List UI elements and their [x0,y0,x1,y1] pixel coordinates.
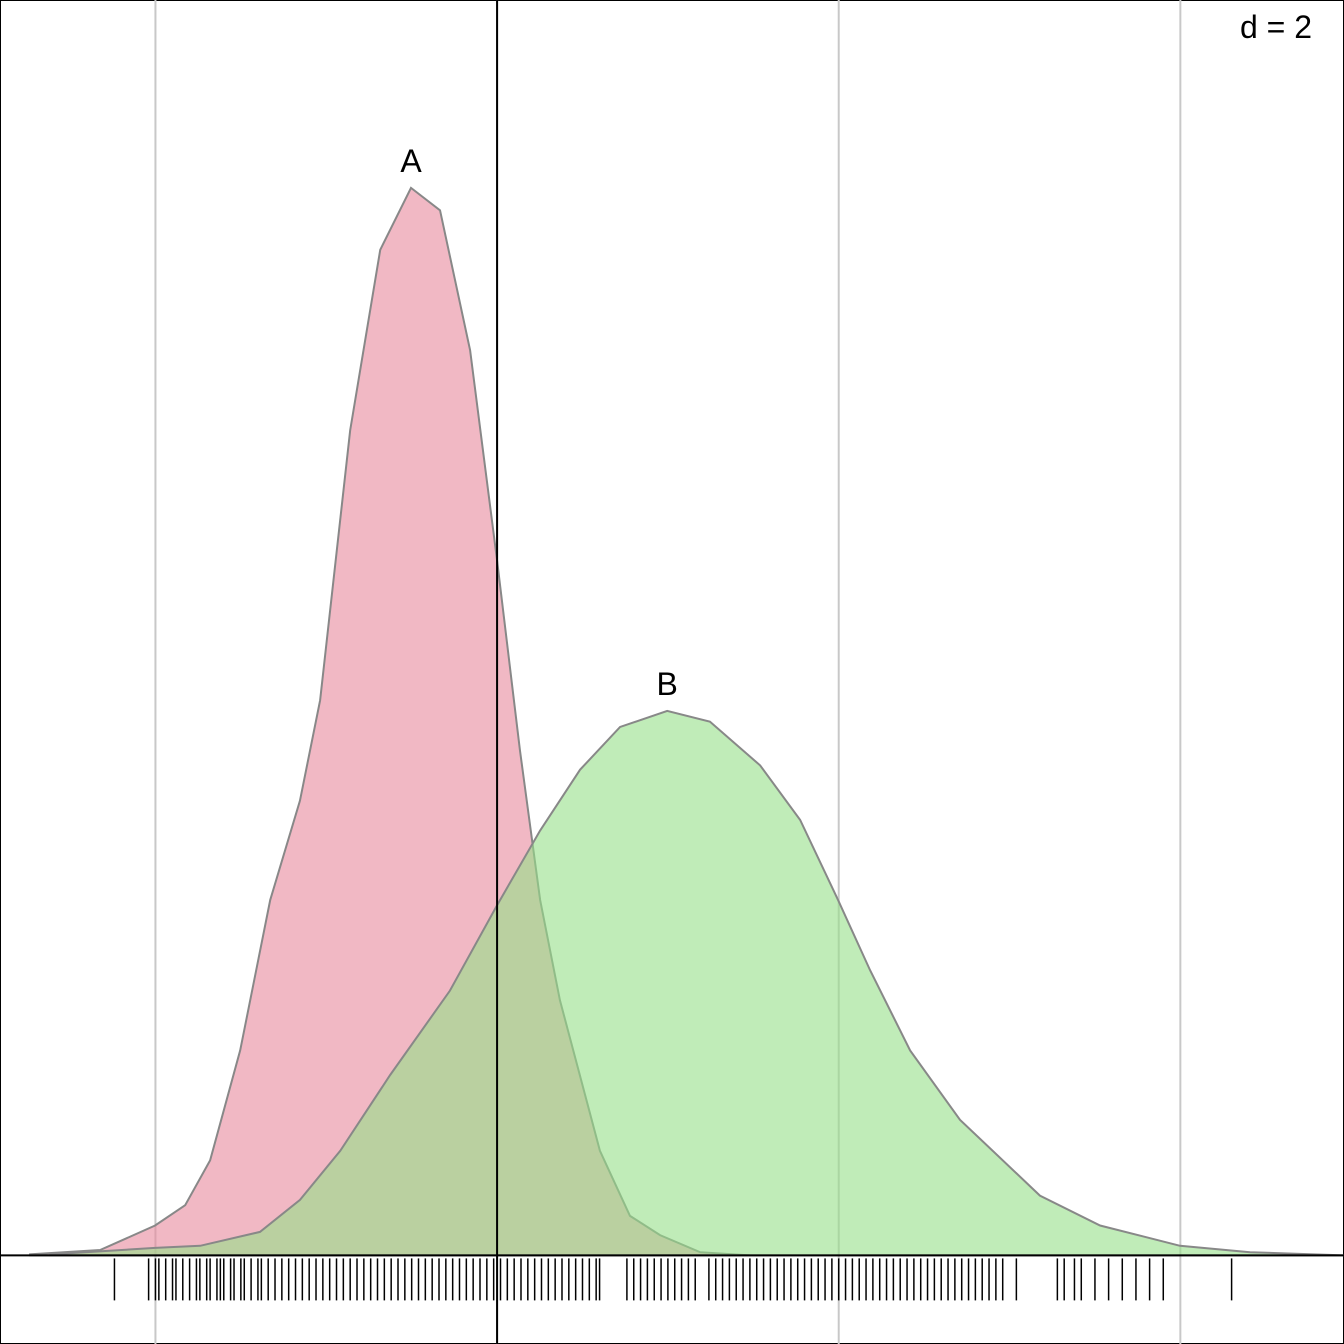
density-area [49,709,1344,1257]
peak-label: B [657,666,678,702]
peak-label: A [400,143,422,179]
annotation: d = 2 [1240,9,1312,45]
